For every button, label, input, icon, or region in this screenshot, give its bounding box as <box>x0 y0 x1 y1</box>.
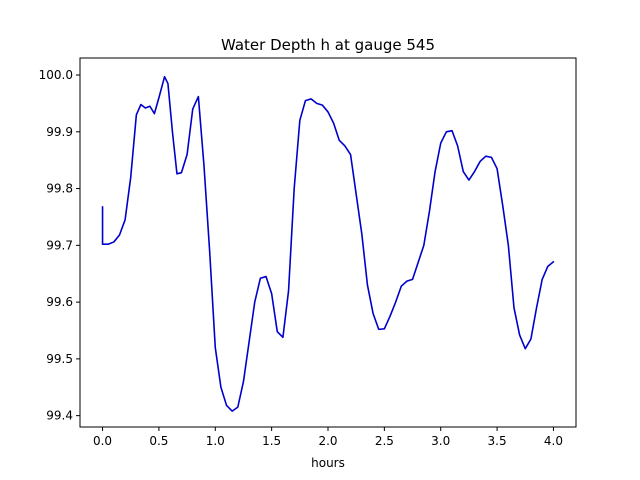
y-axis: 99.4 99.5 99.6 99.7 99.8 99.9 100.0 <box>39 68 80 423</box>
y-tick-label: 99.4 <box>46 409 73 423</box>
x-tick-label: 4.0 <box>544 434 563 448</box>
x-tick-label: 1.0 <box>206 434 225 448</box>
x-tick-label: 3.5 <box>488 434 507 448</box>
plot-area <box>101 75 555 412</box>
x-tick-label: 0.5 <box>149 434 168 448</box>
chart-title: Water Depth h at gauge 545 <box>221 36 435 54</box>
y-tick-label: 99.6 <box>46 295 73 309</box>
x-tick-label: 2.0 <box>318 434 337 448</box>
x-tick-label: 3.0 <box>431 434 450 448</box>
series-line-0 <box>101 75 555 412</box>
y-tick-label: 99.9 <box>46 125 73 139</box>
x-axis-label: hours <box>311 456 345 470</box>
x-axis: 0.0 0.5 1.0 1.5 2.0 2.5 3.0 3.5 4.0 <box>93 427 563 448</box>
x-tick-label: 2.5 <box>375 434 394 448</box>
y-tick-label: 100.0 <box>39 68 73 82</box>
x-tick-label: 0.0 <box>93 434 112 448</box>
y-tick-label: 99.8 <box>46 182 73 196</box>
y-tick-label: 99.5 <box>46 352 73 366</box>
y-tick-label: 99.7 <box>46 238 73 252</box>
x-tick-label: 1.5 <box>262 434 281 448</box>
